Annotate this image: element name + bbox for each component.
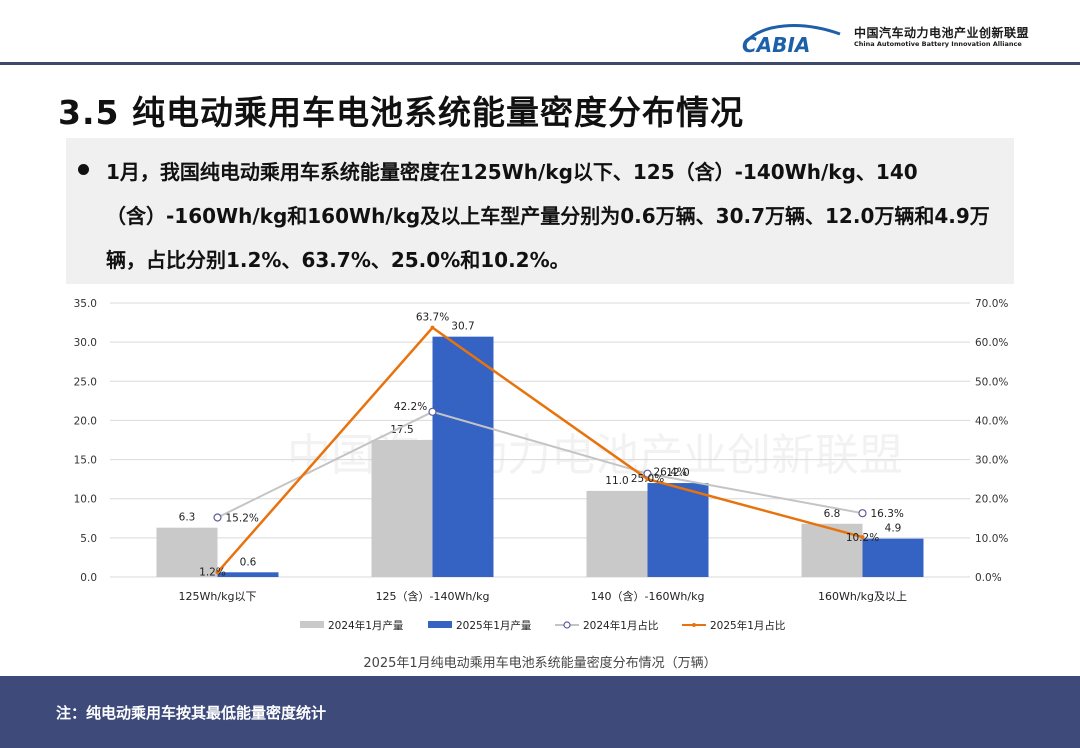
legend-swatch <box>300 621 324 628</box>
energy-density-chart: 中国汽车动力电池产业创新联盟 0.05.010.015.020.025.030.… <box>74 298 1009 632</box>
y-left-tick: 20.0 <box>74 415 97 427</box>
bar-2024 <box>801 523 863 577</box>
line-2024-data-label: 42.2% <box>394 401 427 413</box>
bar-data-label: 4.9 <box>885 523 902 535</box>
line-2025-data-label: 25.0% <box>631 473 664 485</box>
point-2025-share <box>430 325 435 330</box>
y-right-tick: 70.0% <box>975 298 1008 310</box>
y-right-tick: 20.0% <box>975 494 1008 506</box>
legend-swatch <box>428 621 452 628</box>
legend-label: 2024年1月占比 <box>583 619 658 632</box>
x-tick-label: 160Wh/kg及以上 <box>818 590 907 603</box>
logo-english-name: China Automotive Battery Innovation Alli… <box>854 40 1022 48</box>
legend-marker <box>563 621 571 629</box>
bar-data-label: 11.0 <box>605 475 628 487</box>
logo-mark: CABIA <box>742 33 810 56</box>
line-2024-data-label: 26.4% <box>654 467 687 479</box>
y-left-tick: 25.0 <box>74 376 97 388</box>
line-2025-share <box>216 325 863 574</box>
chart-title: 2025年1月纯电动乘用车电池系统能量密度分布情况（万辆） <box>363 656 717 671</box>
bar-data-label: 30.7 <box>451 321 474 333</box>
point-2025-share <box>645 477 650 482</box>
x-tick-label: 140（含）-160Wh/kg <box>591 589 705 603</box>
point-2025-share <box>215 570 220 575</box>
point-2024-share <box>858 509 867 518</box>
bar-2024 <box>371 440 433 577</box>
footer-note: 注：纯电动乘用车按其最低能量密度统计 <box>56 704 327 722</box>
y-left-tick: 30.0 <box>74 337 97 349</box>
bar-data-label: 6.8 <box>824 508 841 520</box>
bar-2025 <box>217 572 279 577</box>
cabia-logo: CABIA 中国汽车动力电池产业创新联盟 China Automotive Ba… <box>740 20 1070 56</box>
y-right-tick: 50.0% <box>975 376 1008 388</box>
bar-data-label: 6.3 <box>179 512 196 524</box>
legend-label: 2024年1月产量 <box>328 619 404 632</box>
bar-2024 <box>586 490 648 577</box>
left-axis: 0.0 5.0 10.0 15.0 20.0 25.0 30.0 35.0 <box>74 298 97 584</box>
x-tick-label: 125Wh/kg以下 <box>179 590 257 603</box>
line-2024-data-label: 15.2% <box>226 513 259 525</box>
x-tick-label: 125（含）-140Wh/kg <box>376 589 490 603</box>
y-left-tick: 5.0 <box>80 533 97 545</box>
bullet-icon <box>78 164 89 175</box>
lines: 15.2% 42.2% 26.4% 16.3% 1.2% 63.7% 25.0% 10.2% <box>199 312 904 579</box>
y-right-tick: 40.0% <box>975 415 1008 427</box>
y-left-tick: 0.0 <box>80 572 97 584</box>
point-2024-share <box>428 407 437 416</box>
legend-label: 2025年1月产量 <box>456 619 532 632</box>
bar-2025 <box>862 538 924 577</box>
right-axis: 0.0% 10.0% 20.0% 30.0% 40.0% 50.0% 60.0% 70.0% <box>975 298 1008 584</box>
y-right-tick: 60.0% <box>975 337 1008 349</box>
y-right-tick: 30.0% <box>975 455 1008 467</box>
footer-bar: 注：纯电动乘用车按其最低能量密度统计 <box>0 676 1080 748</box>
line-2025-data-label: 10.2% <box>846 532 879 544</box>
y-left-tick: 10.0 <box>74 494 97 506</box>
summary-text: 1月，我国纯电动乘用车系统能量密度在125Wh/kg以下、125（含）-140W… <box>106 160 990 272</box>
header-divider <box>0 62 1080 65</box>
legend: 2024年1月产量 2025年1月产量 2024年1月占比 2025年1月占比 <box>300 619 785 632</box>
bar-2024 <box>156 527 218 577</box>
bar-2025 <box>647 483 709 577</box>
page-title: 3.5 纯电动乘用车电池系统能量密度分布情况 <box>58 93 744 132</box>
line-2024-data-label: 16.3% <box>871 508 904 520</box>
line-2025-data-label: 63.7% <box>416 312 449 324</box>
bar-data-label: 17.5 <box>390 424 413 436</box>
y-right-tick: 10.0% <box>975 533 1008 545</box>
y-right-tick: 0.0% <box>975 572 1002 584</box>
bar-data-label: 12.0 <box>666 467 689 479</box>
legend-label: 2025年1月占比 <box>710 619 785 632</box>
legend-marker <box>692 623 696 627</box>
point-2025-share <box>860 535 865 540</box>
logo-chinese-name: 中国汽车动力电池产业创新联盟 <box>854 26 1030 40</box>
line-2025-data-label: 1.2% <box>199 566 226 578</box>
bar-2025 <box>432 336 494 577</box>
bar-data-label: 0.6 <box>240 556 257 568</box>
y-left-tick: 35.0 <box>74 298 97 310</box>
point-2024-share <box>213 513 222 522</box>
y-left-tick: 15.0 <box>74 455 97 467</box>
line-2024-share <box>217 410 863 519</box>
bars: 6.3 17.5 11.0 6.8 0.6 30.7 12.0 4.9 <box>156 321 924 577</box>
car-roof-icon: CABIA <box>742 24 841 56</box>
summary-box: 1月，我国纯电动乘用车系统能量密度在125Wh/kg以下、125（含）-140W… <box>66 138 1014 284</box>
category-axis: 125Wh/kg以下 125（含）-140Wh/kg 140（含）-160Wh/kg… <box>179 589 907 603</box>
